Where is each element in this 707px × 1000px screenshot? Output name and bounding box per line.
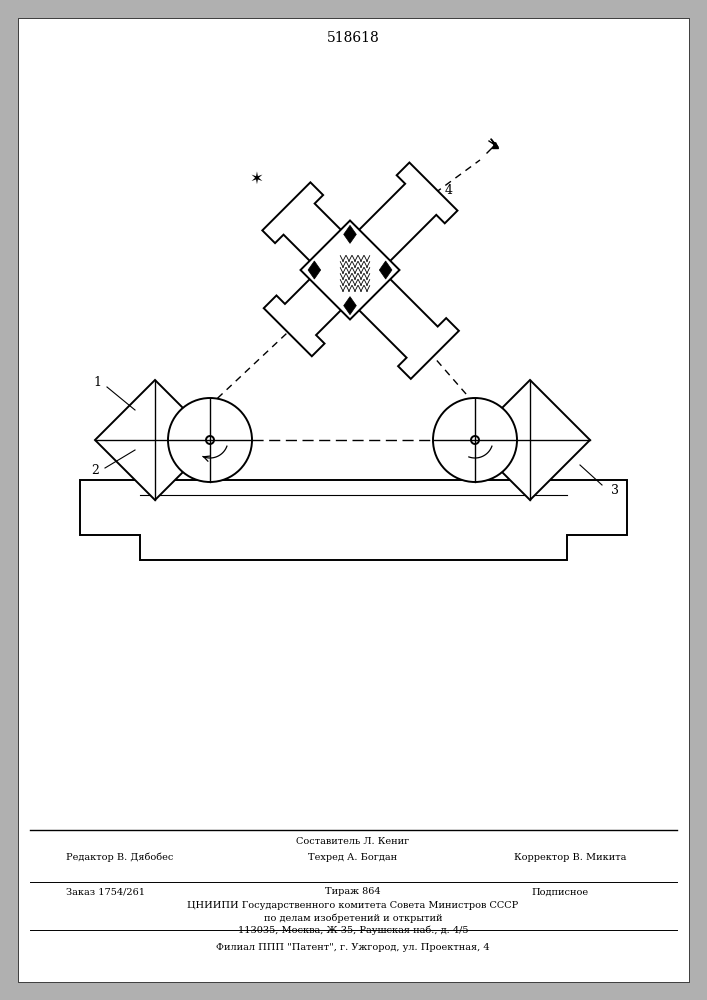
Text: Тираж 864: Тираж 864 [325, 888, 381, 896]
Text: Техред А. Богдан: Техред А. Богдан [308, 852, 397, 861]
Polygon shape [380, 261, 392, 279]
Polygon shape [308, 261, 321, 279]
Text: Филиал ППП "Патент", г. Ужгород, ул. Проектная, 4: Филиал ППП "Патент", г. Ужгород, ул. Про… [216, 944, 490, 952]
Polygon shape [344, 297, 356, 315]
Text: Редактор В. Дябобес: Редактор В. Дябобес [66, 852, 174, 862]
Polygon shape [80, 480, 627, 560]
Text: 4: 4 [445, 184, 453, 196]
Polygon shape [300, 221, 399, 319]
Text: 1: 1 [93, 375, 101, 388]
Text: Составитель Л. Кениг: Составитель Л. Кениг [296, 836, 409, 846]
Circle shape [168, 398, 252, 482]
Text: 518618: 518618 [327, 31, 380, 45]
Text: 2: 2 [91, 464, 99, 477]
Circle shape [433, 398, 517, 482]
Polygon shape [334, 254, 459, 379]
Text: ✶: ✶ [250, 170, 264, 188]
Text: 113035, Москва, Ж-35, Раушская наб., д. 4/5: 113035, Москва, Ж-35, Раушская наб., д. … [238, 925, 468, 935]
Polygon shape [344, 225, 356, 243]
Polygon shape [262, 182, 366, 286]
Text: Корректор В. Микита: Корректор В. Микита [514, 852, 626, 861]
Text: по делам изобретений и открытий: по делам изобретений и открытий [264, 913, 443, 923]
Polygon shape [264, 254, 366, 356]
Text: ЦНИИПИ Государственного комитета Совета Министров СССР: ЦНИИПИ Государственного комитета Совета … [187, 902, 519, 910]
Polygon shape [470, 380, 590, 500]
Text: 3: 3 [611, 484, 619, 496]
Polygon shape [95, 380, 215, 500]
Text: Заказ 1754/261: Заказ 1754/261 [66, 888, 144, 896]
Text: Подписное: Подписное [532, 888, 588, 896]
Polygon shape [334, 163, 457, 286]
